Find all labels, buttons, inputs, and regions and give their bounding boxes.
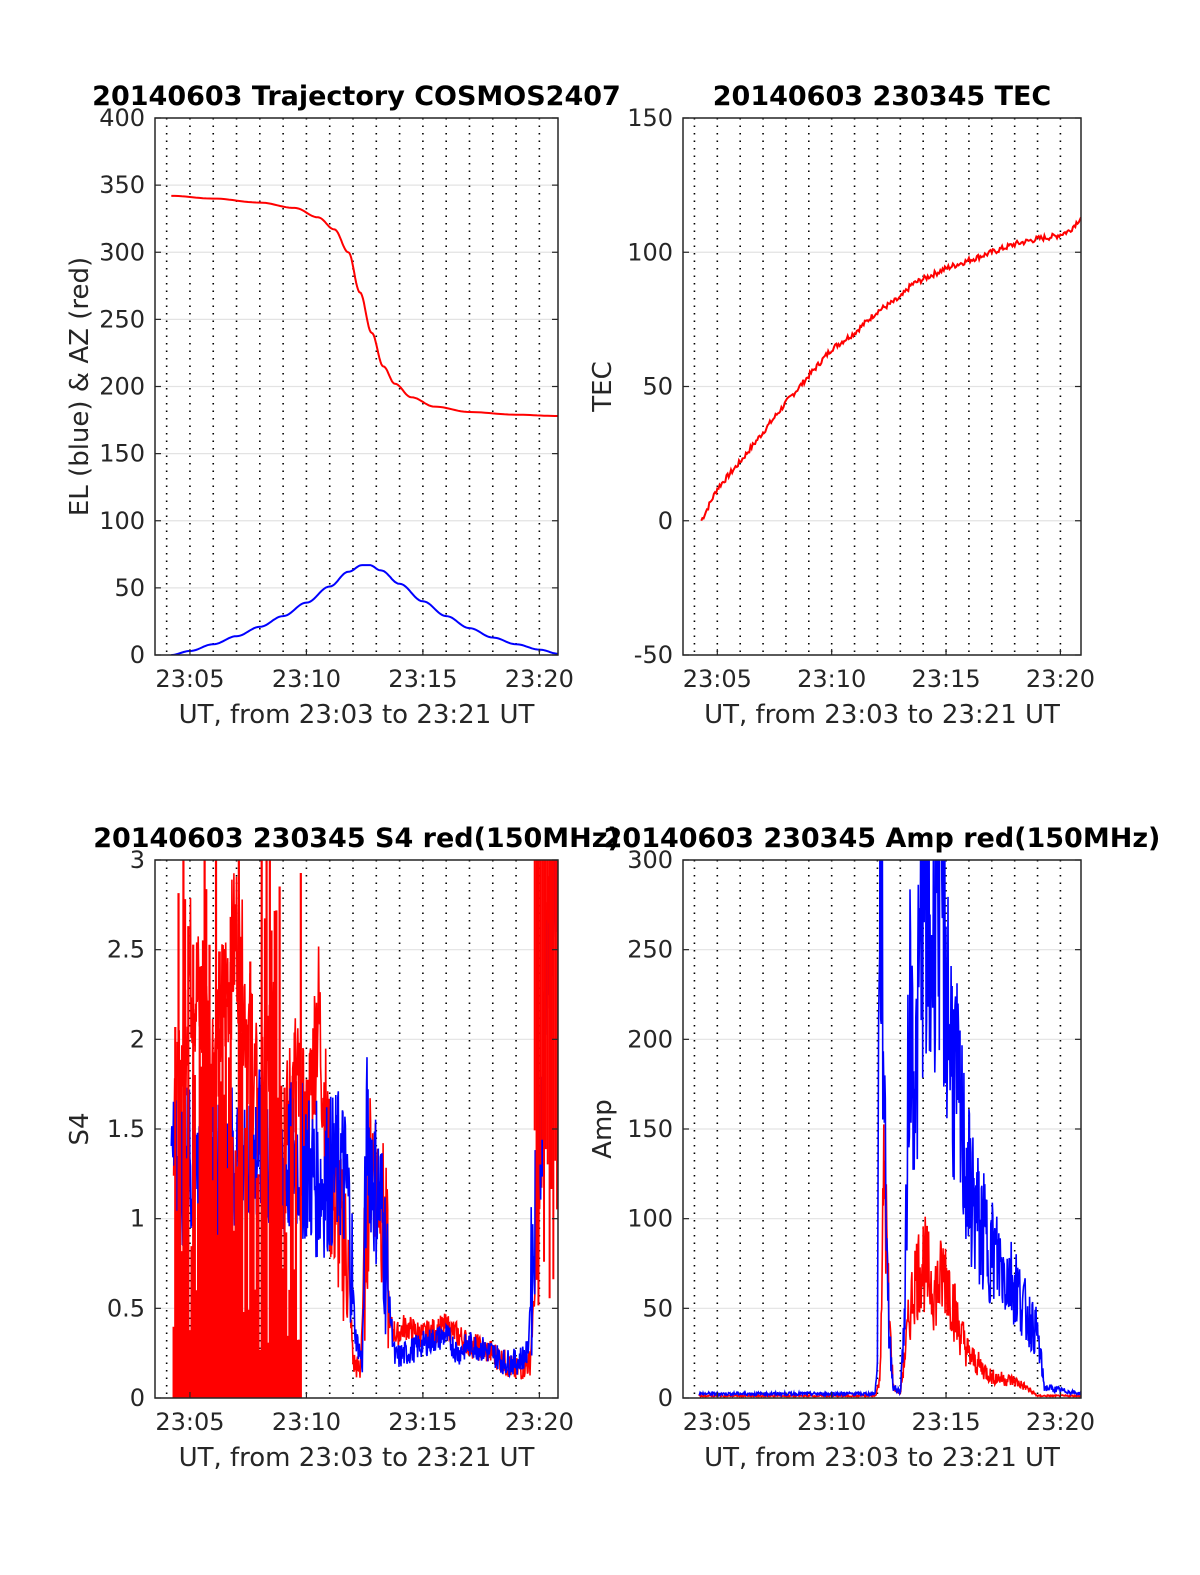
x-tick-label: 23:10	[797, 665, 866, 693]
data-layer	[171, 194, 558, 655]
y-tick-label: 0.5	[107, 1294, 145, 1322]
trajectory-chart: 0 50 100 150 200 250 300 350 400 23:05 23:10 23:15 2…	[65, 81, 621, 730]
y-tick-label: 3	[130, 846, 145, 874]
series-line-0	[171, 194, 558, 417]
y-tick-label: 0	[130, 641, 145, 669]
x-tick-label: 23:15	[911, 665, 980, 693]
y-tick-label: 0	[658, 507, 673, 535]
y-tick-label: 1	[130, 1205, 145, 1233]
y-axis-label: Amp	[588, 1099, 618, 1159]
y-tick-label: 150	[627, 1115, 673, 1143]
y-tick-label: 50	[642, 373, 673, 401]
amp-chart: 0 50 100 150 200 250 300 23:05 23:10 23:15 23:20 20…	[588, 823, 1161, 1473]
y-tick-label: 350	[99, 171, 145, 199]
x-tick-label: 23:15	[388, 1408, 457, 1436]
y-tick-label: 400	[99, 104, 145, 132]
y-tick-label: 50	[642, 1294, 673, 1322]
series-line-1	[698, 860, 1081, 1398]
chart-title: 20140603 Trajectory COSMOS2407	[92, 81, 621, 112]
chart-title: 20140603 230345 Amp red(150MHz)	[604, 823, 1161, 854]
x-tick-label: 23:10	[272, 1408, 341, 1436]
y-tick-label: 50	[114, 574, 145, 602]
x-tick-label: 23:05	[155, 665, 224, 693]
x-tick-label: 23:15	[388, 665, 457, 693]
x-tick-label: 23:20	[1026, 1408, 1095, 1436]
series-line-0	[698, 1124, 1081, 1398]
data-layer	[170, 860, 558, 1398]
y-tick-label: 200	[99, 373, 145, 401]
x-tick-label: 23:10	[272, 665, 341, 693]
s4-chart: 0 0.5 1 1.5 2 2.5 3 23:05 23:10 23:15 23:20 2014060…	[65, 823, 620, 1473]
y-axis-label: EL (blue) & AZ (red)	[65, 257, 95, 516]
y-tick-label: 0	[658, 1384, 673, 1412]
y-tick-label: 100	[627, 1205, 673, 1233]
x-tick-label: 23:10	[797, 1408, 866, 1436]
x-tick-label: 23:05	[155, 1408, 224, 1436]
chart-title: 20140603 230345 S4 red(150MHz)	[93, 823, 620, 854]
x-tick-label: 23:20	[505, 665, 574, 693]
series-line-1	[171, 564, 558, 655]
data-layer	[698, 860, 1081, 1398]
y-tick-label: 300	[99, 238, 145, 266]
x-tick-label: 23:20	[1026, 665, 1095, 693]
x-tick-label: 23:15	[911, 1408, 980, 1436]
x-tick-label: 23:05	[683, 665, 752, 693]
tec-chart: -50 0 50 100 150 23:05 23:10 23:15 23:20 20140603…	[588, 81, 1095, 730]
x-axis-label: UT, from 23:03 to 23:21 UT	[179, 700, 535, 730]
x-tick-label: 23:20	[505, 1408, 574, 1436]
y-tick-label: 150	[99, 440, 145, 468]
y-axis-label: TEC	[588, 361, 618, 412]
y-tick-label: 300	[627, 846, 673, 874]
y-axis-label: S4	[65, 1112, 95, 1145]
y-tick-label: 200	[627, 1025, 673, 1053]
x-axis-label: UT, from 23:03 to 23:21 UT	[704, 700, 1060, 730]
x-axis-label: UT, from 23:03 to 23:21 UT	[704, 1443, 1060, 1473]
series-line-0	[700, 216, 1081, 522]
y-tick-label: 100	[99, 507, 145, 535]
y-tick-label: 0	[130, 1384, 145, 1412]
y-tick-label: -50	[634, 641, 673, 669]
y-tick-label: 150	[627, 104, 673, 132]
y-tick-label: 100	[627, 238, 673, 266]
y-tick-label: 2	[130, 1025, 145, 1053]
y-tick-label: 250	[627, 936, 673, 964]
y-tick-label: 2.5	[107, 936, 145, 964]
x-tick-label: 23:05	[683, 1408, 752, 1436]
data-layer	[700, 216, 1081, 522]
y-tick-label: 250	[99, 305, 145, 333]
y-tick-label: 1.5	[107, 1115, 145, 1143]
chart-title: 20140603 230345 TEC	[713, 81, 1052, 112]
x-axis-label: UT, from 23:03 to 23:21 UT	[179, 1443, 535, 1473]
